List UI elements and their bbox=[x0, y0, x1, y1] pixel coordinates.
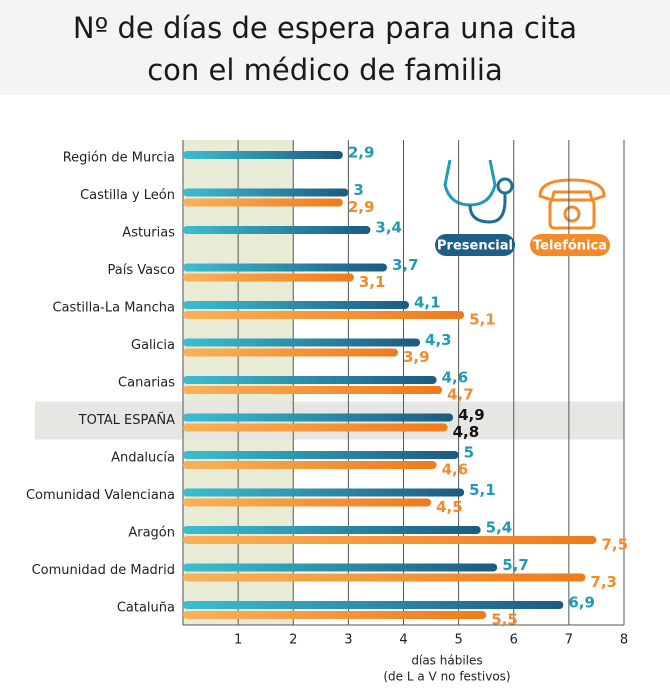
value-label: 7,3 bbox=[590, 573, 617, 591]
bar bbox=[183, 376, 437, 384]
legend-icons bbox=[443, 159, 606, 230]
value-label: 6,9 bbox=[568, 594, 595, 612]
value-label: 4,9 bbox=[458, 406, 485, 424]
title-band bbox=[0, 0, 670, 95]
bar bbox=[183, 301, 410, 309]
x-tick-label: 8 bbox=[620, 633, 628, 648]
x-tick-label: 5 bbox=[454, 633, 462, 648]
x-tick-label: 2 bbox=[289, 633, 297, 648]
value-label: 3,9 bbox=[403, 348, 430, 366]
x-tick-label: 4 bbox=[399, 633, 407, 648]
category-label: País Vasco bbox=[108, 263, 176, 278]
category-label: Galicia bbox=[131, 338, 175, 353]
legend-label: Telefónica bbox=[533, 239, 607, 254]
value-label: 5 bbox=[464, 444, 474, 462]
chart-title: Nº de días de espera para una cita bbox=[73, 11, 577, 45]
value-label: 5,7 bbox=[502, 556, 529, 574]
value-label: 5,1 bbox=[469, 311, 496, 329]
bar bbox=[183, 338, 421, 347]
value-label: 4,3 bbox=[425, 331, 452, 349]
value-label: 7,5 bbox=[601, 536, 628, 554]
value-label: 2,9 bbox=[348, 198, 375, 216]
category-label: Canarias bbox=[118, 376, 175, 391]
bar bbox=[183, 188, 349, 197]
bar bbox=[183, 488, 465, 497]
bar bbox=[183, 151, 343, 159]
value-label: 4,7 bbox=[447, 386, 474, 404]
bar bbox=[183, 563, 498, 572]
category-label: Andalucía bbox=[111, 451, 175, 466]
value-label: 2,9 bbox=[348, 144, 375, 162]
category-label: TOTAL ESPAÑA bbox=[78, 412, 175, 428]
bar bbox=[183, 536, 597, 544]
bar bbox=[183, 198, 343, 207]
value-label: 4,6 bbox=[442, 461, 469, 479]
value-label: 4,5 bbox=[436, 498, 463, 516]
x-axis-label: días hábiles bbox=[411, 654, 482, 668]
bar bbox=[183, 423, 448, 432]
legend-swatch bbox=[435, 234, 515, 256]
value-label: 4,8 bbox=[453, 423, 480, 441]
category-label: Comunidad Valenciana bbox=[26, 488, 175, 503]
value-label: 5,4 bbox=[486, 519, 513, 537]
value-label: 3 bbox=[353, 181, 363, 199]
value-label: 3,7 bbox=[392, 256, 419, 274]
bar bbox=[183, 601, 564, 609]
value-label: 4,1 bbox=[414, 294, 441, 312]
value-label: 5,1 bbox=[469, 481, 496, 499]
bar bbox=[183, 461, 437, 469]
legend-label: Presencial bbox=[437, 239, 513, 254]
x-tick-label: 3 bbox=[344, 633, 352, 648]
bar bbox=[183, 526, 481, 534]
category-label: Región de Murcia bbox=[63, 151, 175, 166]
value-label: 4,6 bbox=[442, 369, 469, 387]
bar bbox=[183, 311, 465, 319]
bar bbox=[183, 273, 354, 282]
value-label: 3,1 bbox=[359, 273, 386, 291]
category-label: Castilla-La Mancha bbox=[52, 301, 175, 316]
x-tick-label: 1 bbox=[234, 633, 242, 648]
chart-title: con el médico de familia bbox=[147, 53, 503, 87]
category-label: Aragón bbox=[128, 526, 175, 541]
legend-swatch bbox=[530, 234, 610, 256]
x-tick-label: 6 bbox=[510, 633, 518, 648]
bar bbox=[183, 386, 443, 394]
bar bbox=[183, 348, 398, 357]
value-label: 3,4 bbox=[375, 219, 402, 237]
category-label: Comunidad de Madrid bbox=[32, 563, 175, 578]
bar bbox=[183, 226, 371, 234]
category-label: Cataluña bbox=[117, 601, 175, 616]
category-label: Castilla y León bbox=[80, 188, 175, 203]
bar bbox=[183, 498, 432, 507]
value-label: 5,5 bbox=[491, 611, 518, 629]
bar bbox=[183, 413, 454, 422]
category-label: Asturias bbox=[122, 226, 175, 241]
bar bbox=[183, 263, 387, 272]
bar bbox=[183, 573, 586, 582]
bar bbox=[183, 451, 459, 459]
x-tick-label: 7 bbox=[565, 633, 573, 648]
bar bbox=[183, 611, 487, 619]
x-axis-label: (de L a V no festivos) bbox=[383, 670, 510, 684]
